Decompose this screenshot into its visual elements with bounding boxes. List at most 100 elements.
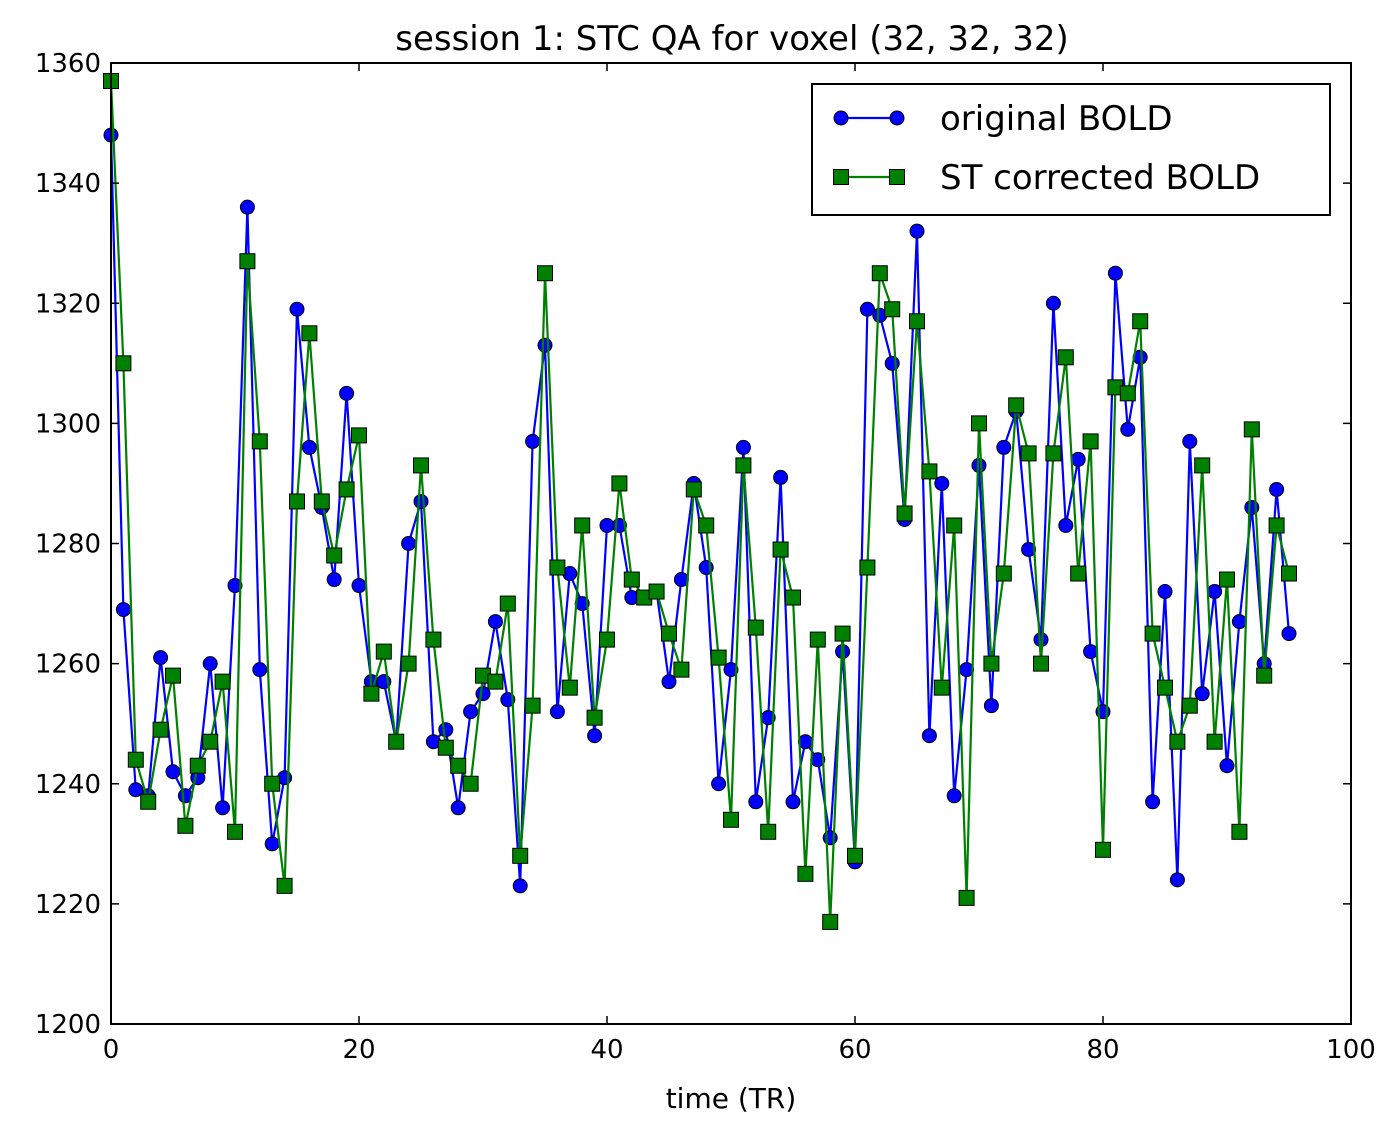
data-point <box>685 481 702 498</box>
data-point <box>1119 385 1136 402</box>
data-point <box>623 571 640 588</box>
data-point <box>983 698 999 714</box>
data-point <box>289 301 305 317</box>
data-point <box>1120 421 1136 437</box>
x-tick-label: 60 <box>838 1035 871 1065</box>
data-point <box>301 325 318 342</box>
y-tick-label: 1300 <box>35 409 101 439</box>
data-point <box>351 578 367 594</box>
data-point <box>512 878 528 894</box>
data-point <box>847 847 863 864</box>
data-point <box>1256 667 1273 684</box>
data-point <box>822 913 839 930</box>
data-point <box>946 788 962 804</box>
data-point <box>202 656 218 672</box>
data-point <box>1281 565 1297 582</box>
data-point <box>1058 517 1074 533</box>
data-point <box>587 728 603 744</box>
data-point <box>339 385 355 401</box>
data-point <box>748 794 764 810</box>
data-point <box>524 697 541 714</box>
chart-title: session 1: STC QA for voxel (32, 32, 32) <box>395 19 1069 59</box>
data-point <box>437 739 454 756</box>
data-point <box>165 764 181 780</box>
data-point <box>251 433 268 450</box>
data-point <box>1182 433 1198 449</box>
data-point <box>735 439 751 455</box>
x-axis-title: time (TR) <box>666 1082 797 1115</box>
data-point <box>215 800 231 816</box>
data-point <box>326 547 343 564</box>
legend-item-1: original BOLD <box>833 99 1173 139</box>
data-point <box>425 631 442 648</box>
data-point <box>809 631 826 648</box>
data-point <box>859 559 876 576</box>
data-point <box>648 583 665 600</box>
data-point <box>1021 542 1037 558</box>
data-point <box>152 721 169 738</box>
data-point <box>487 673 504 690</box>
data-point <box>1145 794 1161 810</box>
data-point <box>525 433 541 449</box>
data-point <box>1243 421 1260 438</box>
legend-marker <box>889 110 905 126</box>
y-tick-label: 1320 <box>35 289 101 319</box>
data-point <box>1057 349 1074 366</box>
legend: original BOLD ST corrected BOLD <box>811 83 1331 216</box>
data-point <box>1033 632 1049 648</box>
data-point <box>115 602 131 618</box>
data-point <box>1082 433 1099 450</box>
data-point <box>1157 679 1173 696</box>
data-point <box>202 733 219 750</box>
legend-item-2: ST corrected BOLD <box>833 158 1260 198</box>
data-point <box>177 817 194 834</box>
x-tick-label: 40 <box>590 1035 623 1065</box>
data-point <box>239 199 255 215</box>
data-point <box>153 650 169 666</box>
data-point <box>773 469 789 485</box>
data-point <box>884 301 901 318</box>
data-point <box>289 493 305 510</box>
data-point <box>264 836 280 852</box>
data-point <box>934 475 950 491</box>
series-2 <box>103 73 1297 930</box>
x-tick-label: 100 <box>1326 1035 1376 1065</box>
data-point <box>599 631 615 648</box>
data-point <box>735 457 752 474</box>
data-point <box>313 493 330 510</box>
x-tick-label: 20 <box>342 1035 375 1065</box>
data-point <box>326 572 342 588</box>
data-point <box>946 517 963 534</box>
data-point <box>834 625 851 642</box>
y-tick-label: 1240 <box>35 770 101 800</box>
data-point <box>462 775 479 792</box>
data-point <box>1206 733 1223 750</box>
data-point <box>1268 517 1285 534</box>
data-point <box>438 722 454 738</box>
data-point <box>785 589 801 606</box>
data-point <box>1219 571 1235 588</box>
legend-label: original BOLD <box>940 99 1173 139</box>
data-point <box>710 649 727 666</box>
data-point <box>723 811 739 828</box>
y-tick-label: 1220 <box>35 890 101 920</box>
data-point <box>388 733 405 750</box>
data-point <box>499 595 516 612</box>
data-point <box>375 643 392 660</box>
data-point <box>1219 758 1235 774</box>
x-tick-label: 0 <box>103 1035 120 1065</box>
data-point <box>884 355 900 371</box>
data-point <box>983 655 1000 672</box>
legend-marker <box>889 169 905 185</box>
data-point <box>1008 397 1025 414</box>
data-point <box>909 313 925 330</box>
data-point <box>487 614 503 630</box>
data-point <box>1045 295 1061 311</box>
data-point <box>995 565 1012 582</box>
data-point <box>165 667 181 684</box>
data-point <box>239 253 256 270</box>
data-point <box>1169 733 1186 750</box>
data-point <box>896 505 913 522</box>
data-point <box>586 709 603 726</box>
